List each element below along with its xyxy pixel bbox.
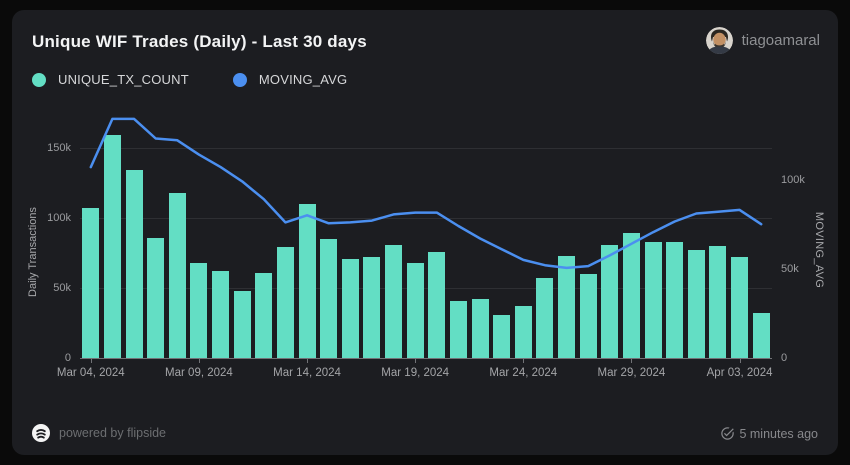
avatar: [705, 27, 733, 54]
x-axis-tick-label: Mar 14, 2024: [273, 367, 341, 379]
bar-mar-29-2024[interactable]: [622, 233, 640, 358]
last-updated[interactable]: 5 minutes ago: [720, 426, 818, 441]
y-axis-tick-right: 0: [781, 352, 788, 364]
powered-by-label: powered by flipside: [59, 426, 167, 440]
legend-label: MOVING_AVG: [258, 72, 348, 87]
legend-label: UNIQUE_TX_COUNT: [58, 72, 189, 87]
bar-apr-03-2024[interactable]: [731, 257, 749, 358]
bar-mar-17-2024[interactable]: [363, 257, 381, 358]
x-axis-tick-label: Mar 29, 2024: [597, 367, 666, 379]
x-axis-tick-label: Mar 04, 2024: [56, 367, 125, 379]
gridline: [80, 217, 772, 219]
bar-apr-01-2024[interactable]: [687, 250, 705, 358]
bar-mar-15-2024[interactable]: [320, 238, 338, 358]
bar-mar-28-2024[interactable]: [601, 244, 619, 358]
footer-branding[interactable]: powered by flipside: [32, 424, 166, 442]
x-axis-tick-mark: [90, 358, 92, 363]
bar-mar-18-2024[interactable]: [385, 244, 403, 358]
y-axis-tick-left: 0: [64, 352, 71, 364]
legend-item-moving-avg[interactable]: MOVING_AVG: [232, 72, 348, 87]
legend: UNIQUE_TX_COUNT MOVING_AVG: [32, 72, 347, 87]
bar-mar-22-2024[interactable]: [471, 299, 489, 358]
bar-mar-19-2024[interactable]: [406, 262, 424, 358]
x-axis-tick-mark: [523, 358, 525, 363]
bar-mar-30-2024[interactable]: [644, 241, 662, 358]
legend-item-unique-tx-count[interactable]: UNIQUE_TX_COUNT: [32, 72, 189, 87]
page-title: Unique WIF Trades (Daily) - Last 30 days: [32, 32, 367, 51]
bar-mar-07-2024[interactable]: [147, 237, 165, 358]
y-axis-title-left: Daily Transactions: [27, 207, 39, 297]
y-axis-tick-right: 100k: [781, 173, 805, 186]
bar-apr-02-2024[interactable]: [709, 245, 727, 358]
y-axis-tick-left: 100k: [47, 211, 71, 224]
bar-mar-23-2024[interactable]: [493, 314, 511, 358]
bar-mar-12-2024[interactable]: [255, 272, 273, 358]
x-axis-tick-label: Apr 03, 2024: [706, 367, 773, 379]
moving-avg-line: [89, 117, 763, 270]
bar-mar-09-2024[interactable]: [190, 262, 208, 358]
bar-mar-04-2024[interactable]: [82, 208, 100, 358]
x-axis-tick-label: Mar 24, 2024: [489, 367, 558, 379]
x-axis-tick-mark: [415, 358, 417, 363]
x-axis-tick-label: Mar 09, 2024: [165, 367, 233, 379]
bar-apr-04-2024[interactable]: [752, 313, 770, 358]
y-axis-tick-right: 50k: [781, 262, 799, 275]
bar-mar-10-2024[interactable]: [212, 271, 230, 358]
legend-dot-blue: [232, 72, 247, 87]
y-axis-tick-left: 150k: [47, 141, 71, 154]
bar-mar-20-2024[interactable]: [428, 251, 446, 358]
user-chip[interactable]: tiagoamaral: [705, 27, 820, 54]
bar-mar-11-2024[interactable]: [233, 290, 251, 358]
chart-card: Unique WIF Trades (Daily) - Last 30 days…: [12, 10, 838, 455]
bar-mar-06-2024[interactable]: [125, 170, 143, 358]
x-axis-tick-mark: [739, 358, 741, 363]
legend-dot-teal: [32, 72, 46, 87]
bar-mar-13-2024[interactable]: [276, 247, 294, 358]
bar-mar-24-2024[interactable]: [514, 306, 532, 358]
updated-check-icon: [721, 427, 735, 440]
bar-mar-31-2024[interactable]: [666, 241, 684, 358]
y-axis-tick-left: 50k: [53, 281, 71, 294]
y-axis-title-right: MOVING_AVG: [813, 211, 825, 289]
bar-mar-21-2024[interactable]: [449, 300, 467, 358]
x-axis-tick-label: Mar 19, 2024: [381, 367, 450, 379]
bar-mar-05-2024[interactable]: [103, 135, 121, 358]
bar-mar-16-2024[interactable]: [341, 258, 359, 358]
gridline: [80, 287, 772, 289]
updated-label: 5 minutes ago: [739, 426, 818, 441]
gridline: [80, 147, 772, 149]
x-axis-tick-mark: [307, 358, 309, 363]
bar-mar-25-2024[interactable]: [536, 278, 554, 358]
x-axis-tick-mark: [631, 358, 633, 363]
bar-mar-27-2024[interactable]: [579, 273, 597, 358]
flipside-logo-icon: [32, 424, 50, 442]
bar-mar-08-2024[interactable]: [168, 192, 186, 358]
x-axis-tick-mark: [198, 358, 200, 363]
username: tiagoamaral: [741, 32, 820, 49]
bar-mar-14-2024[interactable]: [298, 203, 316, 358]
bar-mar-26-2024[interactable]: [558, 255, 576, 358]
plot-area[interactable]: 0 50k 100k 150k 0 50k 100k Mar 04, 2024 Mar 09, …: [47, 110, 805, 379]
